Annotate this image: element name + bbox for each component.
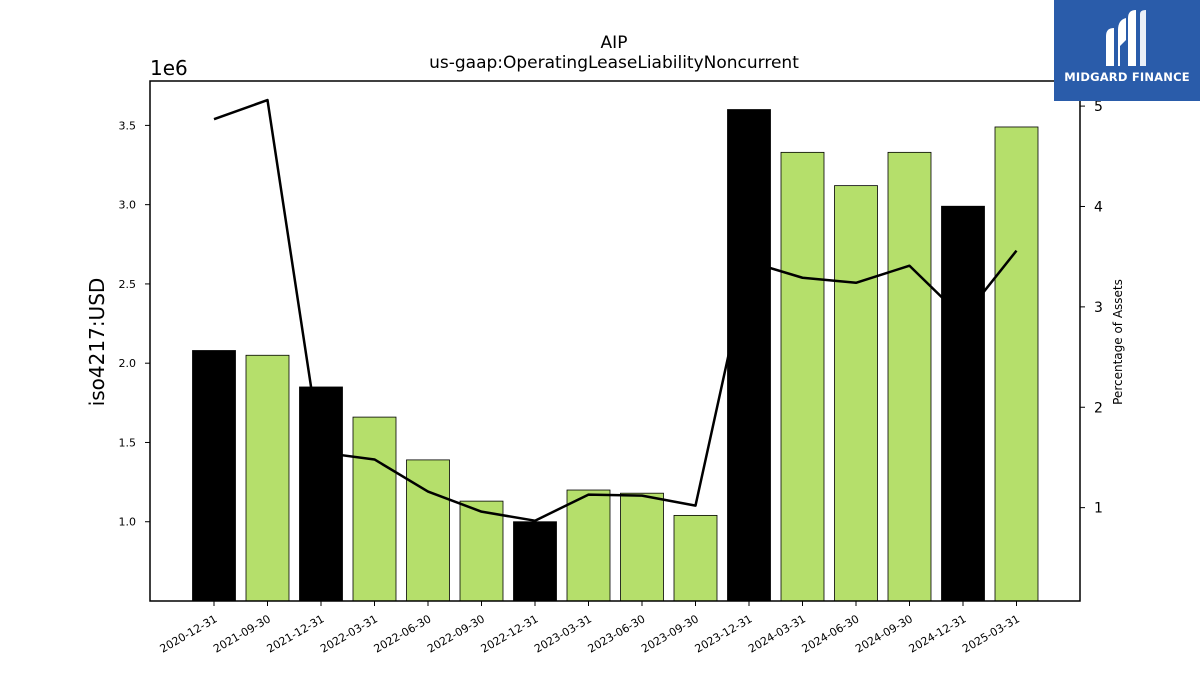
bar-2021-09-30: [245, 354, 290, 602]
logo-text: MIDGARD FINANCE: [1064, 70, 1190, 84]
bar-2021-12-31: [299, 386, 343, 602]
bar-2024-06-30: [834, 185, 878, 602]
y-tick-label: 2.0: [119, 357, 137, 370]
line-group: [213, 98, 1018, 522]
x-tick-label: 2022-09-30: [425, 612, 487, 655]
bar-2024-03-31: [780, 151, 825, 602]
bar-2020-12-31: [192, 350, 236, 602]
x-tick-label: 2022-03-31: [318, 612, 380, 655]
y-tick-label: 2.5: [119, 278, 137, 291]
bar-2024-12-31: [941, 205, 985, 602]
bar-2023-06-30: [620, 492, 664, 602]
y-axis-right-label: Percentage of Assets: [1111, 279, 1125, 405]
x-tick-label: 2021-09-30: [211, 612, 273, 655]
bar-2023-12-31: [727, 109, 771, 602]
y-right-tick-label: 3: [1094, 300, 1103, 316]
x-tick-label: 2024-03-31: [746, 612, 808, 655]
line-series-percentage-of-assets: [213, 98, 1018, 522]
bar-2022-03-31: [352, 416, 397, 602]
bar-2023-09-30: [673, 514, 718, 602]
bars-group: [192, 109, 1039, 602]
y-right-tick-label: 5: [1094, 99, 1103, 115]
x-tick-label: 2021-12-31: [265, 612, 327, 655]
chart-subtitle: us-gaap:OperatingLeaseLiabilityNoncurren…: [429, 53, 799, 73]
y-right-tick-label: 1: [1094, 501, 1103, 517]
midgard-finance-logo: MIDGARD FINANCE: [1054, 0, 1200, 101]
y-axis-label: iso4217:USD: [85, 278, 109, 407]
x-tick-label: 2024-06-30: [800, 612, 862, 655]
bar-2023-03-31: [566, 489, 611, 602]
x-tick-label: 2023-06-30: [586, 612, 648, 655]
y-tick-label: 3.0: [119, 199, 137, 212]
plot-frame: [149, 80, 1081, 602]
x-tick-label: 2020-12-31: [158, 612, 220, 655]
x-tick-label: 2022-12-31: [479, 612, 541, 655]
bar-2025-03-31: [994, 126, 1039, 602]
y-scale-label: 1e6: [150, 56, 188, 80]
x-tick-label: 2024-12-31: [907, 612, 969, 655]
bar-2022-06-30: [406, 459, 450, 602]
y-right-tick-label: 4: [1094, 199, 1103, 215]
y-tick-label: 3.5: [119, 119, 137, 132]
midgard-m-logo-icon: [1106, 10, 1146, 66]
bar-2022-12-31: [513, 521, 557, 602]
bar-2022-09-30: [459, 500, 504, 602]
x-tick-label: 2024-09-30: [853, 612, 915, 655]
y-tick-label: 1.5: [119, 436, 137, 449]
x-tick-label: 2022-06-30: [372, 612, 434, 655]
bar-2024-09-30: [887, 151, 932, 602]
x-tick-label: 2023-12-31: [693, 612, 755, 655]
x-tick-label: 2023-09-30: [639, 612, 701, 655]
y-tick-label: 1.0: [119, 516, 137, 529]
x-tick-label: 2023-03-31: [532, 612, 594, 655]
x-tick-label: 2025-03-31: [960, 612, 1022, 655]
y-right-tick-label: 2: [1094, 400, 1103, 416]
chart-title: AIP: [601, 33, 628, 53]
